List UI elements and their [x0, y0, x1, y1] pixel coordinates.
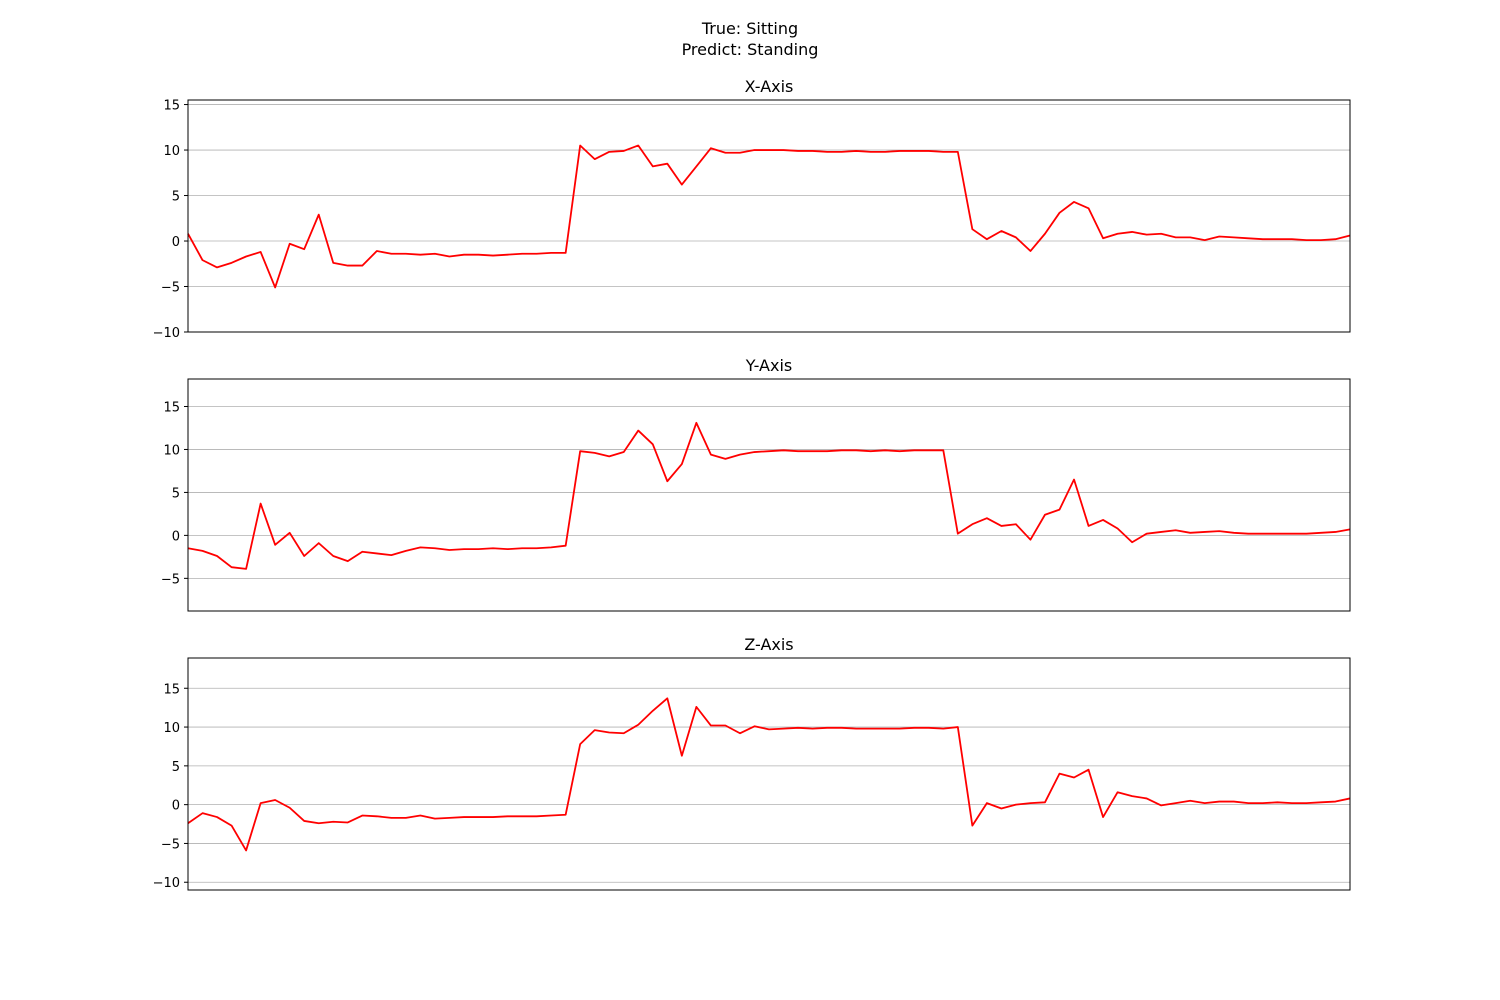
y-axis-subplot: Y-Axis −5 0 5 10 15: [161, 356, 1351, 612]
figure-title-true-label: True: Sitting: [701, 19, 798, 38]
z-ytick-label: 10: [163, 721, 180, 736]
x-axis-series-line: [187, 144, 1351, 289]
y-axis-frame: [187, 378, 1351, 612]
y-ytick-label: 10: [163, 443, 180, 458]
z-ytick-label: 5: [172, 760, 180, 775]
z-axis-frame: [187, 657, 1351, 891]
y-ytick-label: 15: [163, 400, 180, 415]
z-axis-subplot: Z-Axis −10 −5 0 5 10 15: [153, 635, 1351, 891]
x-ytick-label: −5: [161, 281, 180, 296]
x-ytick-label: −10: [153, 326, 180, 341]
z-axis-title: Z-Axis: [744, 635, 793, 654]
z-ytick-label: 0: [172, 799, 180, 814]
y-ytick-label: −5: [161, 572, 180, 587]
x-ytick-label: 10: [163, 144, 180, 159]
y-axis-series-line: [187, 421, 1351, 570]
x-axis-frame: [187, 99, 1351, 333]
x-axis-title: X-Axis: [745, 77, 794, 96]
x-ytick-label: 15: [163, 99, 180, 114]
y-ytick-label: 5: [172, 486, 180, 501]
subplots: X-Axis −10 −5 0 5 10 15 Y-Axis −5 0 5 10 15 Z-Axis −10…: [153, 77, 1351, 891]
x-ytick-label: 0: [172, 235, 180, 250]
z-ytick-label: −5: [161, 837, 180, 852]
z-axis-series-line: [187, 697, 1351, 852]
z-ytick-label: 15: [163, 682, 180, 697]
y-ytick-label: 0: [172, 529, 180, 544]
x-axis-subplot: X-Axis −10 −5 0 5 10 15: [153, 77, 1351, 341]
figure-title-predict-label: Predict: Standing: [682, 40, 819, 59]
z-ytick-label: −10: [153, 876, 180, 891]
y-axis-title: Y-Axis: [745, 356, 793, 375]
x-ytick-label: 5: [172, 190, 180, 205]
